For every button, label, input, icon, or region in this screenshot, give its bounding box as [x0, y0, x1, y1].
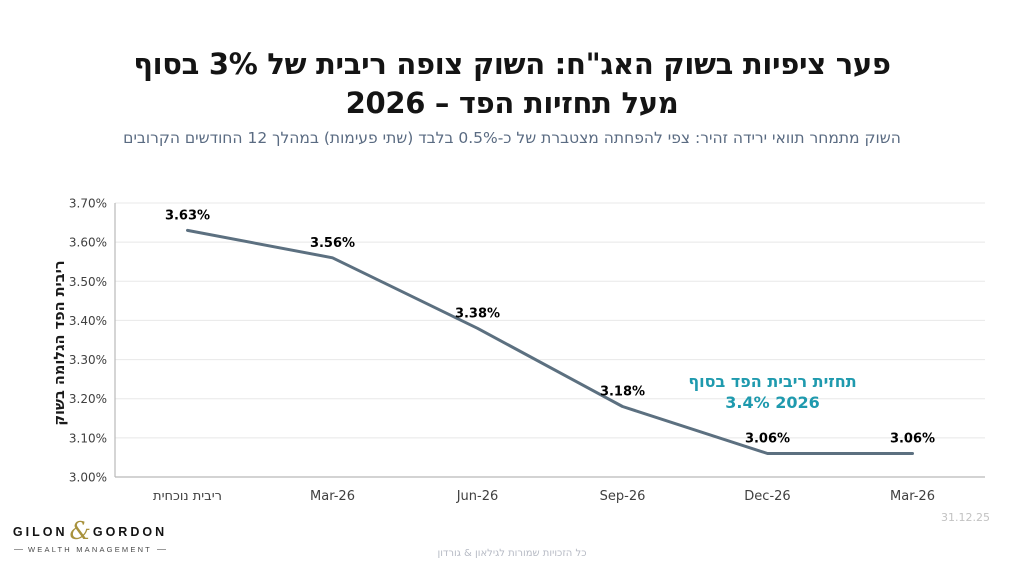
copyright-text: כל הזכויות שמורות לגילאון & גורדון	[437, 548, 587, 559]
data-label: 3.63%	[165, 208, 210, 223]
x-tick-label: Mar-26	[890, 489, 935, 504]
logo-rule-left	[14, 549, 24, 550]
y-tick-label: 3.60%	[69, 236, 107, 250]
x-tick-label: Sep-26	[600, 489, 646, 504]
chart-line	[186, 228, 914, 455]
y-tick-label: 3.70%	[69, 197, 107, 211]
logo-tagline-row: WEALTH MANAGEMENT	[14, 545, 166, 554]
logo-wordmark: GILON & GORDON	[12, 517, 168, 545]
logo-tagline: WEALTH MANAGEMENT	[28, 545, 152, 554]
y-tick-label: 3.10%	[69, 431, 107, 445]
data-label: 3.06%	[745, 432, 790, 447]
logo-name-left: GILON	[12, 525, 68, 539]
logo-name-right: GORDON	[92, 525, 168, 539]
x-tick-label: Jun-26	[456, 489, 499, 504]
logo-rule-right	[156, 549, 166, 550]
x-tick-label: ריבית נוכחית	[153, 489, 222, 504]
y-tick-label: 3.40%	[69, 314, 107, 328]
data-label: 3.06%	[890, 432, 935, 447]
data-label: 3.38%	[455, 306, 500, 321]
y-tick-label: 3.00%	[69, 471, 107, 485]
logo-ampersand: &	[69, 517, 91, 545]
data-label: 3.18%	[600, 385, 645, 400]
chart-annotation: תחזית ריבית הפד בסוף 3.4% 2026	[665, 371, 880, 413]
x-tick-label: Dec-26	[744, 489, 790, 504]
y-tick-label: 3.20%	[69, 392, 107, 406]
gilon-gordon-logo: GILON & GORDON WEALTH MANAGEMENT	[12, 517, 168, 554]
y-tick-label: 3.50%	[69, 275, 107, 289]
chart-annotation-line1: תחזית ריבית הפד בסוף	[688, 372, 857, 391]
data-label: 3.56%	[310, 236, 355, 251]
y-tick-label: 3.30%	[69, 353, 107, 367]
slide-subtitle: השוק מתמחר תוואי ירידה זהיר: צפי להפחתה …	[123, 129, 901, 147]
slide-title-line2: 2026 – מעל תחזיות הפד	[345, 86, 679, 121]
x-tick-label: Mar-26	[310, 489, 355, 504]
slide-title-line1: פער ציפיות בשוק האג"ח: השוק צופה ריבית ש…	[133, 47, 891, 82]
slide-title: פער ציפיות בשוק האג"ח: השוק צופה ריבית ש…	[32, 45, 992, 123]
slide-date: 31.12.25	[941, 511, 990, 524]
chart-annotation-line2: 3.4% 2026	[725, 393, 820, 412]
y-axis-title: ריבית הפד הגלומה בשוק	[52, 260, 68, 426]
